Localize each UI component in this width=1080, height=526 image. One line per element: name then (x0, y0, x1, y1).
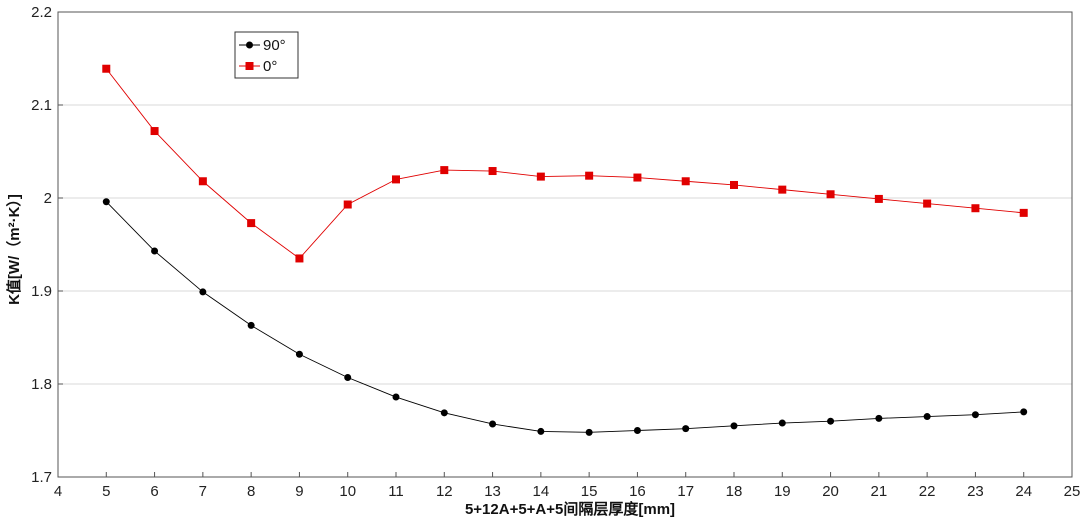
x-tick-label: 23 (967, 483, 984, 500)
data-point (875, 414, 883, 422)
data-point (971, 204, 980, 213)
data-point (198, 177, 207, 186)
series-line (105, 68, 1024, 260)
legend-marker-0deg (245, 62, 254, 70)
data-point (151, 247, 159, 255)
x-tick-label: 15 (581, 483, 598, 500)
x-tick-label: 24 (1015, 483, 1032, 500)
axis-ticks: 1.7 1.8 1.9 2 2.1 2.2 4 5 6 7 8 9 10 11 12 13 14 15 16 17 18… (31, 4, 1080, 500)
x-tick-label: 16 (629, 483, 646, 500)
x-tick-label: 17 (677, 483, 694, 500)
x-tick-label: 5 (102, 483, 110, 500)
data-point (537, 427, 545, 435)
x-tick-label: 18 (726, 483, 743, 500)
data-point (778, 185, 787, 194)
y-tick-label: 2 (44, 190, 52, 207)
x-tick-label: 7 (199, 483, 207, 500)
data-point (343, 200, 352, 209)
legend-label-90deg: 90° (263, 37, 286, 54)
data-point (1020, 408, 1028, 416)
data-point (295, 254, 304, 263)
data-point (440, 166, 449, 175)
data-point (488, 167, 497, 176)
data-point (1019, 208, 1028, 217)
x-tick-label: 8 (247, 483, 255, 500)
data-point (874, 194, 883, 203)
data-point (682, 425, 690, 433)
data-point (923, 199, 932, 208)
gridlines (58, 104, 1072, 385)
data-point (489, 420, 497, 428)
x-tick-label: 11 (388, 483, 404, 500)
x-tick-label: 6 (150, 483, 158, 500)
x-tick-label: 25 (1064, 483, 1080, 500)
data-point (392, 393, 400, 401)
x-tick-label: 10 (339, 483, 356, 500)
data-point (633, 427, 641, 434)
y-tick-label: 1.8 (31, 376, 52, 393)
x-tick-label: 19 (774, 483, 791, 500)
data-point (730, 422, 738, 430)
data-point (778, 419, 786, 427)
data-point (295, 350, 303, 358)
x-tick-label: 12 (436, 483, 453, 500)
data-point (102, 198, 110, 206)
series-group (102, 64, 1028, 436)
series-0deg (102, 64, 1028, 263)
data-point (392, 175, 400, 184)
y-axis-title: K值[W/（m²·K）] (5, 194, 23, 305)
data-point (923, 413, 931, 421)
legend-marker-90deg (246, 41, 253, 49)
series-line (105, 201, 1024, 433)
x-tick-label: 21 (871, 483, 888, 500)
series-90deg (102, 198, 1028, 436)
y-tick-label: 2.1 (31, 97, 52, 114)
y-tick-label: 1.9 (31, 283, 52, 300)
data-point (150, 127, 159, 136)
data-point (440, 409, 448, 417)
data-point (102, 64, 111, 73)
x-tick-label: 4 (54, 483, 62, 500)
data-point (633, 173, 642, 182)
x-tick-label: 13 (484, 483, 501, 500)
data-point (536, 172, 545, 181)
x-tick-label: 22 (919, 483, 936, 500)
data-point (971, 411, 979, 419)
data-point (199, 288, 207, 296)
data-point (826, 190, 835, 199)
legend-box (234, 31, 299, 79)
data-point (585, 428, 593, 436)
data-point (585, 171, 594, 180)
data-point (730, 180, 738, 189)
data-point (344, 373, 352, 381)
data-point (681, 177, 690, 186)
data-point (247, 321, 255, 329)
data-point (827, 417, 835, 425)
x-axis-title: 5+12A+5+A+5间隔层厚度[mm] (465, 500, 675, 518)
legend-label-0deg: 0° (263, 58, 277, 75)
plot-area-border (57, 11, 1073, 478)
y-tick-label: 1.7 (31, 469, 52, 486)
x-tick-label: 14 (533, 483, 550, 500)
y-tick-label: 2.2 (31, 4, 52, 21)
data-point (247, 219, 256, 228)
legend: 90° 0° (234, 31, 299, 79)
x-tick-label: 9 (295, 483, 303, 500)
x-tick-label: 20 (822, 483, 839, 500)
